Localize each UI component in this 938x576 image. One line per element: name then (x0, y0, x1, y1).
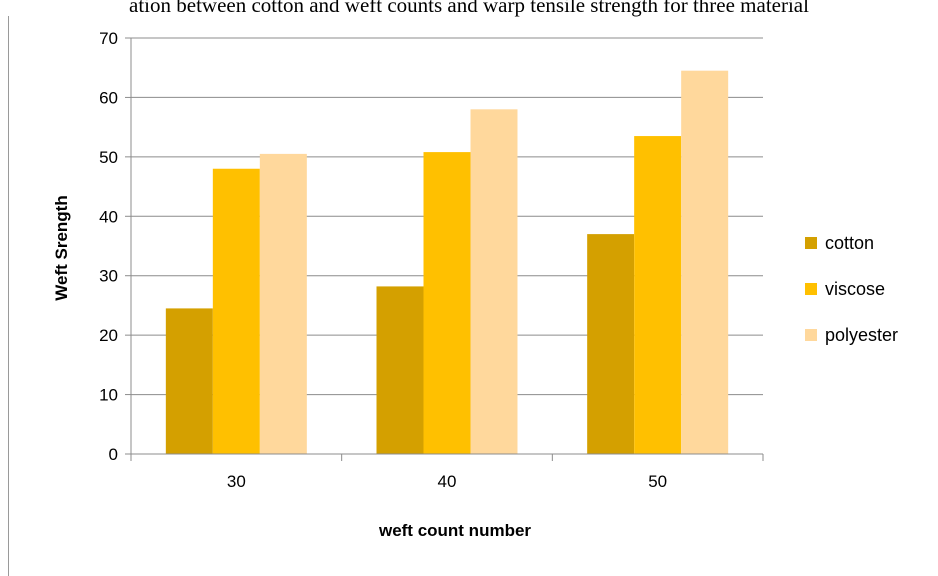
y-tick-label-50: 50 (99, 148, 118, 167)
axes (130, 38, 764, 461)
bar-polyester-40 (470, 109, 518, 455)
bar-cotton-50 (587, 234, 635, 454)
legend-label-polyester: polyester (825, 325, 898, 345)
legend: cotton viscose polyester (805, 233, 898, 345)
x-tick-label-40: 40 (438, 472, 457, 491)
bar-cotton-40 (376, 286, 424, 454)
y-tick-labels: 0 10 20 30 40 50 60 70 (99, 29, 118, 464)
legend-swatch-cotton (805, 237, 817, 249)
x-axis-label: weft count number (378, 521, 531, 540)
x-tick-label-30: 30 (227, 472, 246, 491)
legend-label-viscose: viscose (825, 279, 885, 299)
figure-caption: ation between cotton and weft counts and… (129, 0, 809, 17)
y-tick-label-20: 20 (99, 326, 118, 345)
bar-cotton-30 (165, 308, 213, 454)
legend-swatch-viscose (805, 283, 817, 295)
legend-label-cotton: cotton (825, 233, 874, 253)
chart-area (8, 16, 938, 576)
y-tick-label-10: 10 (99, 386, 118, 405)
bar-polyester-50 (681, 70, 729, 454)
x-tick-labels: 30 40 50 (227, 472, 667, 491)
bar-viscose-40 (423, 152, 471, 455)
y-axis-label: Weft Srength (52, 195, 71, 300)
y-tick-label-70: 70 (99, 29, 118, 48)
y-tick-label-30: 30 (99, 267, 118, 286)
bar-viscose-30 (212, 168, 260, 454)
legend-swatch-polyester (805, 329, 817, 341)
bar-viscose-50 (634, 136, 682, 455)
y-tick-label-0: 0 (109, 445, 118, 464)
y-tick-label-40: 40 (99, 207, 118, 226)
x-tick-label-50: 50 (648, 472, 667, 491)
bar-polyester-30 (259, 153, 307, 454)
bars (165, 70, 729, 455)
y-tick-label-60: 60 (99, 88, 118, 107)
